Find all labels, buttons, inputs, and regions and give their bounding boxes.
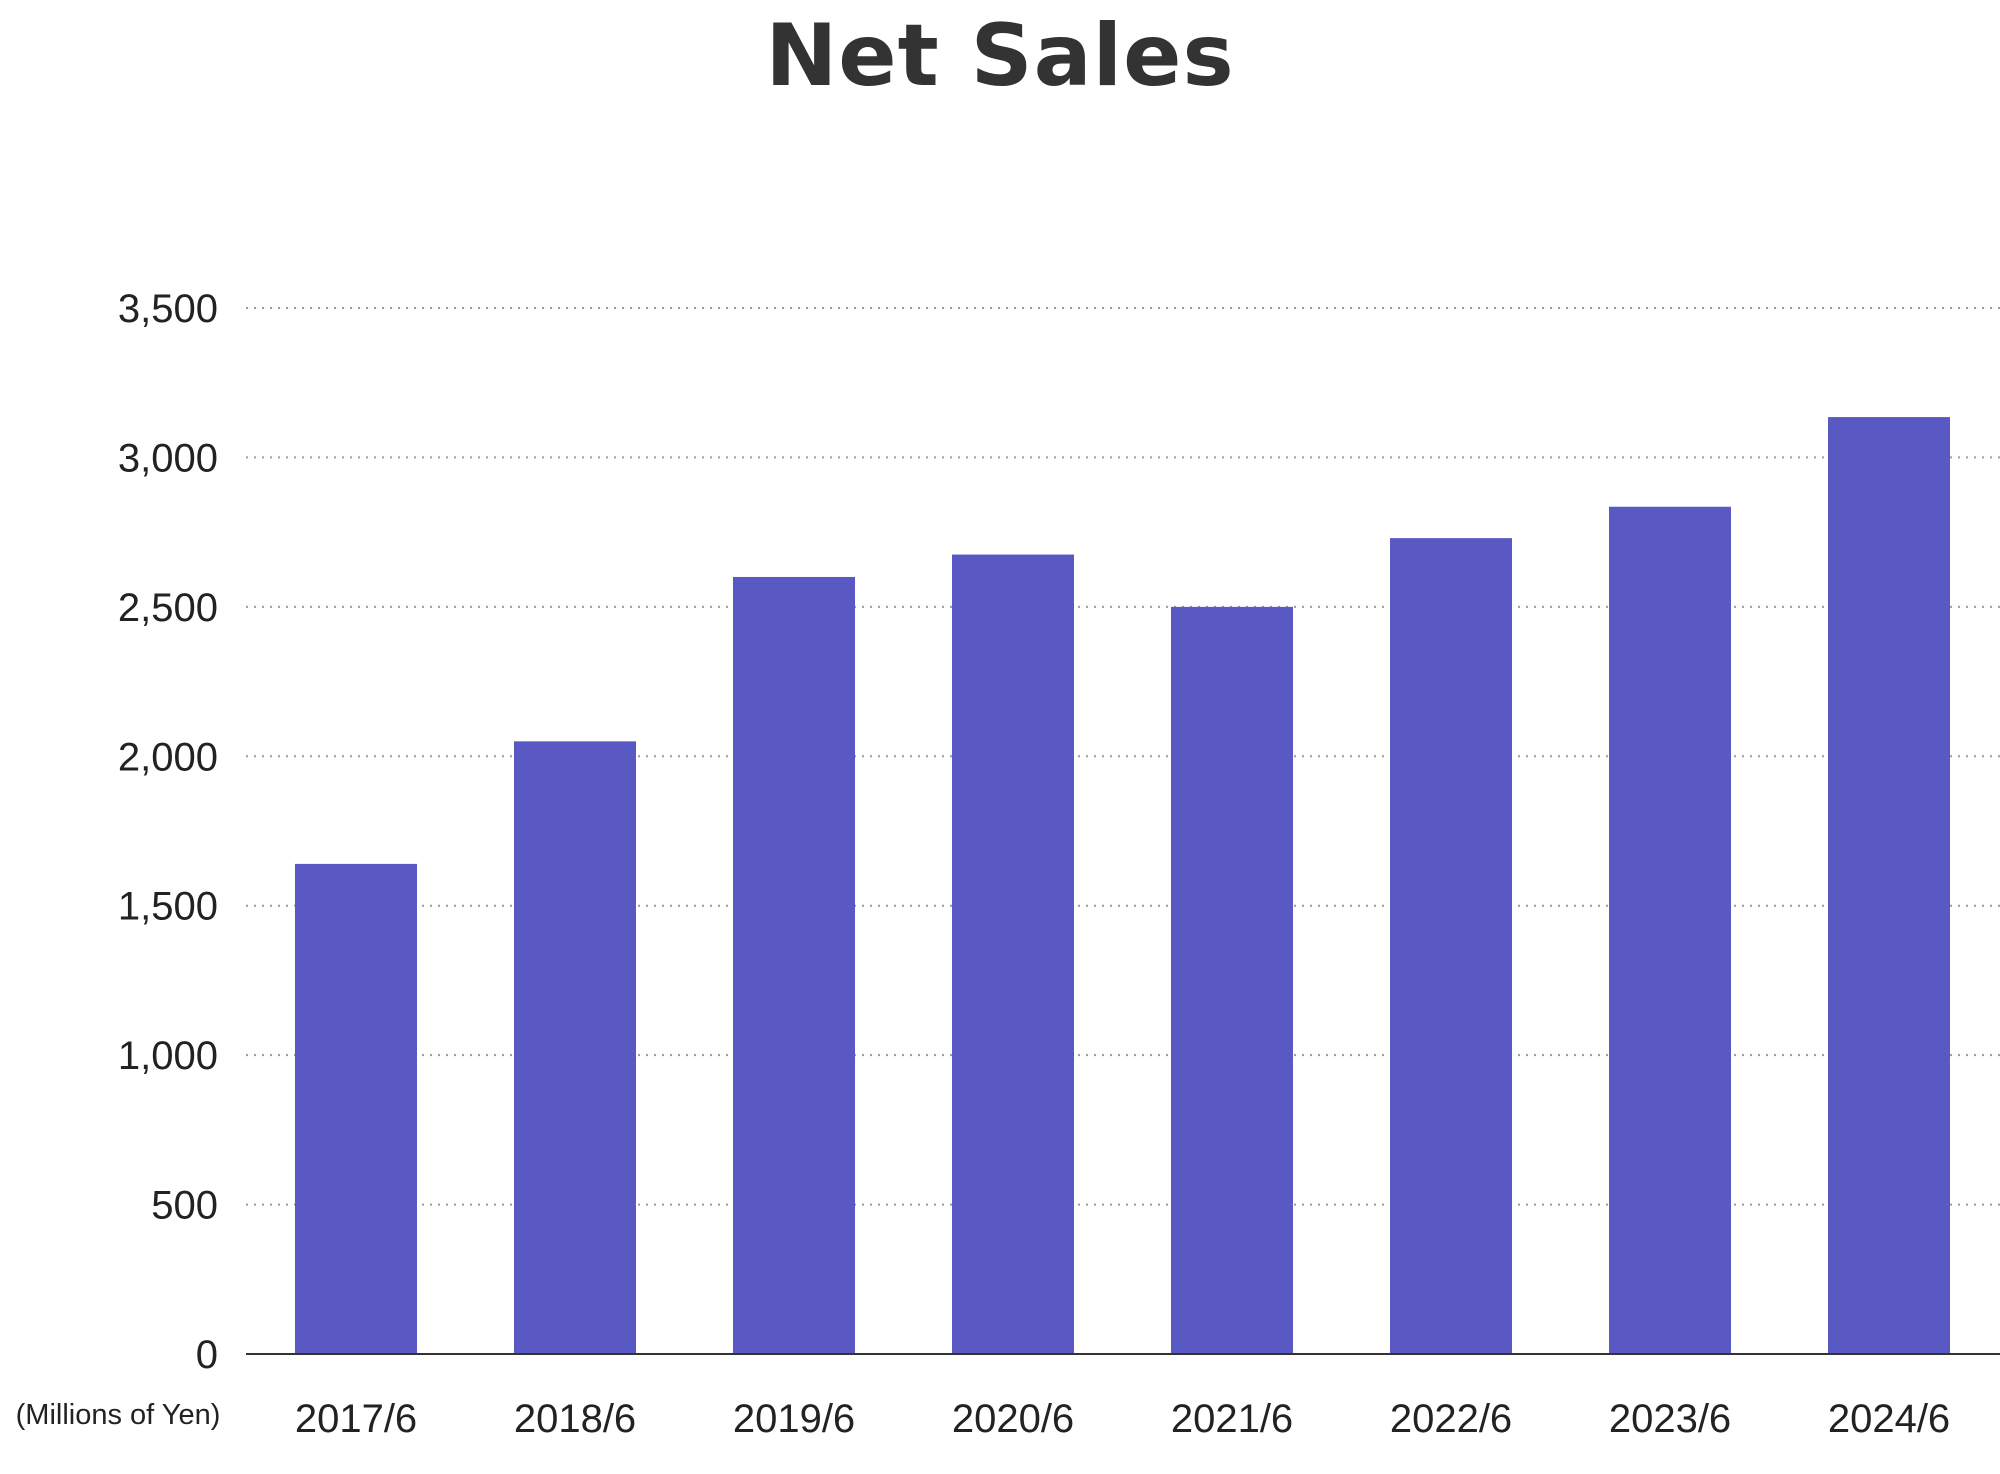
y-axis-unit-label: (Millions of Yen) [16, 1399, 221, 1431]
y-tick-label: 3,000 [118, 436, 218, 480]
gridlines [246, 307, 2000, 1206]
x-tick-label: 2022/6 [1390, 1397, 1512, 1441]
bar-2023-6 [1609, 506, 1731, 1354]
y-tick-label: 500 [151, 1184, 218, 1228]
y-tick-label: 3,500 [118, 287, 218, 331]
y-tick-label: 0 [196, 1333, 218, 1377]
bar-2019-6 [733, 576, 855, 1354]
bars [295, 417, 1950, 1354]
chart-title: Net Sales [765, 6, 1235, 106]
bar-2020-6 [952, 554, 1074, 1354]
x-tick-labels: 2017/6 2018/6 2019/6 2020/6 2021/6 2022/6 2023… [295, 1397, 1950, 1441]
x-tick-label: 2024/6 [1828, 1397, 1950, 1441]
y-tick-labels: 0 500 1,000 1,500 2,000 2,500 3,000 3,500 [118, 287, 218, 1377]
y-tick-label: 2,500 [118, 586, 218, 630]
x-tick-label: 2021/6 [1171, 1397, 1293, 1441]
bar-2018-6 [514, 741, 636, 1354]
bar-2024-6 [1828, 417, 1950, 1354]
x-tick-label: 2020/6 [952, 1397, 1074, 1441]
bar-2022-6 [1390, 538, 1512, 1354]
x-tick-label: 2018/6 [514, 1397, 636, 1441]
x-tick-label: 2017/6 [295, 1397, 417, 1441]
y-tick-label: 1,500 [118, 885, 218, 929]
y-tick-label: 2,000 [118, 735, 218, 779]
x-tick-label: 2019/6 [733, 1397, 855, 1441]
y-tick-label: 1,000 [118, 1034, 218, 1078]
bar-2017-6 [295, 863, 417, 1354]
bar-2021-6 [1171, 606, 1293, 1354]
x-tick-label: 2023/6 [1609, 1397, 1731, 1441]
